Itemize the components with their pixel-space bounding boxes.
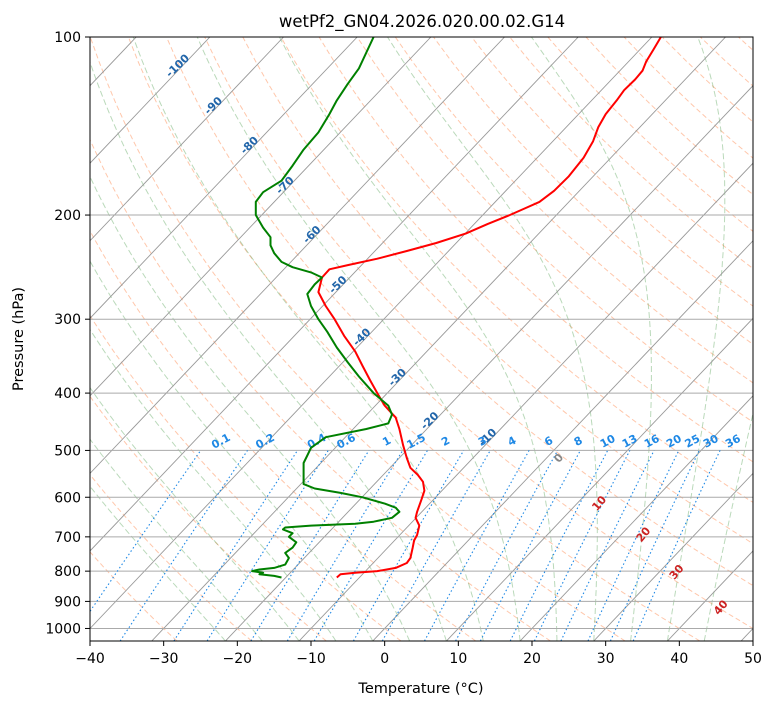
chart-title: wetPf2_GN04.2026.020.00.02.G14 bbox=[279, 12, 565, 32]
y-tick-label: 500 bbox=[54, 443, 81, 459]
x-tick-label: −20 bbox=[223, 651, 253, 667]
mixing-ratio-label: 13 bbox=[620, 432, 640, 451]
mixing-ratio-line bbox=[286, 450, 404, 641]
y-tick-label: 900 bbox=[54, 594, 81, 610]
mixing-ratio-line bbox=[533, 450, 631, 641]
x-tick-label: −40 bbox=[75, 651, 105, 667]
mixing-ratio-line bbox=[119, 450, 248, 641]
isotherm bbox=[90, 37, 358, 319]
isotherm bbox=[298, 162, 753, 641]
mixing-ratio-line bbox=[632, 450, 721, 641]
mixing-ratio-line bbox=[455, 450, 559, 641]
dry-adiabat bbox=[127, 37, 701, 641]
mixing-ratio-label: 20 bbox=[664, 432, 684, 451]
moist-adiabat bbox=[90, 485, 226, 641]
dry-adiabat bbox=[90, 37, 626, 641]
y-tick-label: 300 bbox=[54, 312, 81, 328]
isotherm bbox=[90, 37, 653, 630]
dry-adiabat bbox=[90, 473, 252, 641]
dry-adiabat bbox=[166, 37, 753, 630]
x-tick-label: 10 bbox=[449, 651, 467, 667]
dry-adiabat bbox=[394, 37, 753, 384]
x-tick-label: 20 bbox=[523, 651, 541, 667]
mixing-ratio-line bbox=[424, 450, 530, 641]
mixing-ratio-label: 16 bbox=[642, 432, 662, 451]
dewpoint-line bbox=[251, 37, 401, 579]
mixing-ratio-line bbox=[509, 450, 609, 641]
dry-adiabat bbox=[204, 37, 753, 587]
y-tick-label: 700 bbox=[54, 530, 81, 546]
isotherm bbox=[519, 395, 753, 641]
mixing-ratio-line bbox=[381, 450, 491, 641]
x-tick-label: −10 bbox=[296, 651, 326, 667]
y-tick-label: 400 bbox=[54, 386, 81, 402]
y-tick-label: 800 bbox=[54, 564, 81, 580]
isotherm bbox=[90, 37, 432, 397]
moist-adiabat bbox=[278, 37, 558, 641]
isotherm bbox=[151, 37, 726, 641]
isotherm bbox=[372, 240, 753, 641]
isotherm bbox=[593, 472, 753, 641]
moist-adiabat bbox=[90, 328, 337, 641]
temperature-line bbox=[317, 37, 662, 579]
x-tick-label: 0 bbox=[380, 651, 389, 667]
moist-adiabat bbox=[196, 37, 521, 641]
dry-adiabat bbox=[471, 37, 753, 307]
dry-adiabat bbox=[90, 138, 551, 641]
moist-adiabat bbox=[666, 37, 726, 641]
isotherm bbox=[90, 37, 505, 475]
mixing-ratio-label: 25 bbox=[683, 432, 703, 451]
mixing-ratio-line bbox=[206, 450, 329, 641]
moist-adiabat bbox=[387, 37, 598, 641]
x-tick-label: −30 bbox=[149, 651, 179, 667]
isotherm bbox=[90, 37, 211, 164]
moist-adiabat bbox=[703, 411, 753, 641]
y-axis: 100 200 300 400 500 600 700 800 900 1000 bbox=[45, 30, 90, 637]
x-axis: −40 −30 −20 −10 0 10 20 30 40 50 bbox=[75, 641, 762, 667]
mixing-ratio-line bbox=[173, 450, 298, 641]
plot-frame bbox=[89, 36, 754, 642]
moist-adiabat bbox=[90, 386, 300, 641]
x-tick-label: 50 bbox=[744, 651, 762, 667]
y-axis-title: Pressure (hPa) bbox=[11, 287, 27, 391]
y-tick-label: 600 bbox=[54, 490, 81, 506]
moist-adiabat bbox=[90, 260, 374, 641]
series-lines bbox=[251, 37, 662, 579]
x-axis-title: Temperature (°C) bbox=[357, 681, 483, 697]
isotherm bbox=[225, 85, 753, 641]
moist-adiabat bbox=[90, 60, 447, 641]
y-tick-label: 200 bbox=[54, 208, 81, 224]
x-tick-label: 40 bbox=[670, 651, 688, 667]
x-tick-label: 30 bbox=[597, 651, 615, 667]
y-tick-label: 100 bbox=[54, 30, 81, 46]
moist-adiabat bbox=[90, 438, 263, 641]
mixing-ratio-label: 36 bbox=[723, 432, 743, 451]
mixing-ratio-label: 10 bbox=[598, 432, 618, 451]
moist-adiabat bbox=[530, 37, 652, 641]
isotherm bbox=[90, 37, 284, 242]
y-tick-label: 1000 bbox=[45, 621, 81, 637]
dry-adiabat bbox=[280, 37, 753, 503]
isotherm bbox=[90, 37, 579, 552]
moist-adiabat bbox=[132, 37, 484, 641]
dry-adiabat bbox=[90, 551, 178, 641]
mixing-ratio-label: 30 bbox=[701, 432, 721, 451]
isotherm bbox=[446, 317, 753, 641]
dry-adiabat bbox=[356, 37, 753, 423]
dry-adiabat bbox=[90, 229, 476, 641]
